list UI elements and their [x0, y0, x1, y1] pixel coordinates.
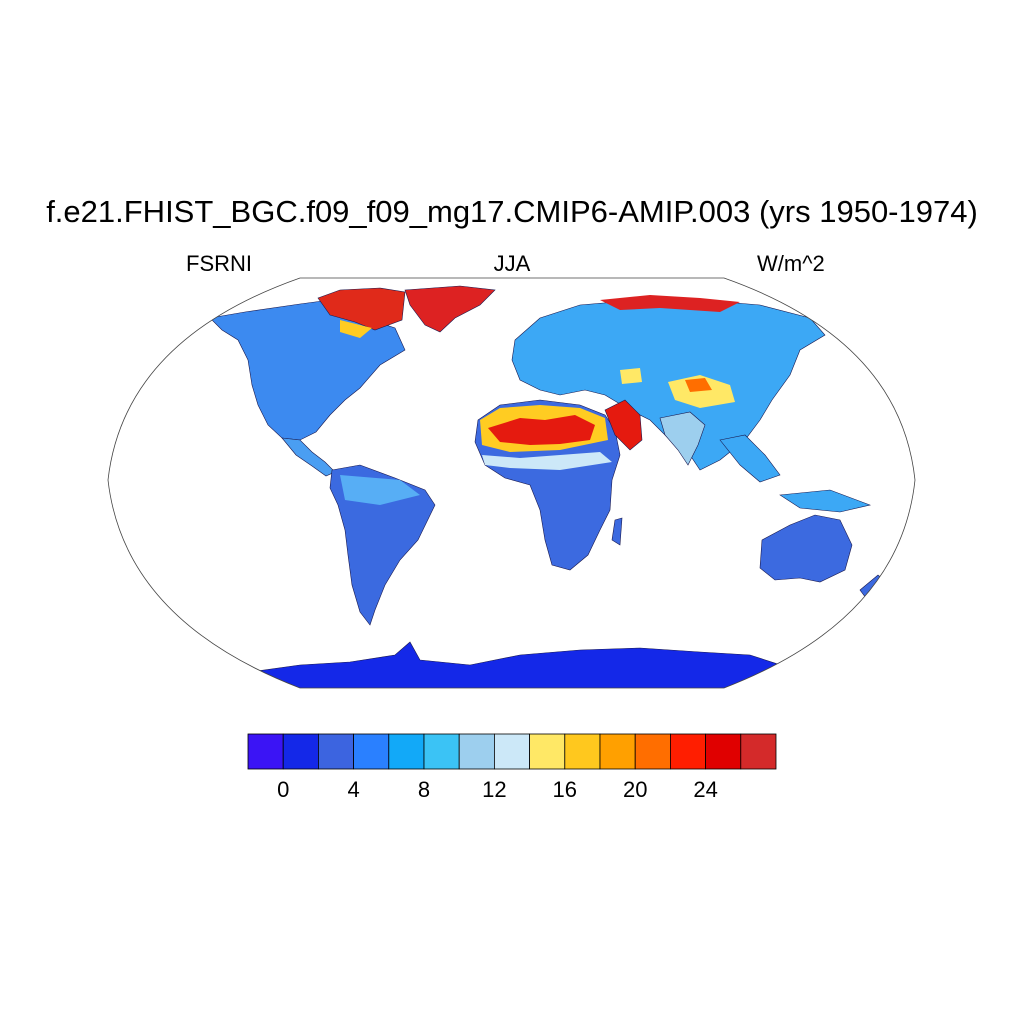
- colorbar-box: [423, 733, 460, 770]
- colorbar-box: [388, 733, 425, 770]
- plot-title: f.e21.FHIST_BGC.f09_f09_mg17.CMIP6-AMIP.…: [46, 194, 978, 229]
- colorbar-box: [247, 733, 284, 770]
- colorbar-box: [634, 733, 671, 770]
- colorbar-tick-label: 16: [553, 777, 577, 802]
- colorbar-box: [705, 733, 742, 770]
- land-australia: [759, 514, 853, 583]
- land-india: [659, 411, 706, 466]
- land-canadian-arctic: [317, 287, 406, 331]
- colorbar-box: [493, 733, 530, 770]
- colorbar-tick-label: 24: [693, 777, 717, 802]
- land-tibet: [668, 375, 735, 408]
- colorbar-tick-label: 0: [277, 777, 289, 802]
- map-border: [107, 277, 916, 689]
- colorbar-box: [564, 733, 601, 770]
- land-se-asia: [719, 434, 781, 483]
- colorbar-box: [317, 733, 354, 770]
- units-label: W/m^2: [757, 251, 825, 276]
- colorbar-box: [529, 733, 566, 770]
- land-arabia: [604, 399, 643, 451]
- land-greenland: [404, 285, 496, 333]
- colorbar-box: [670, 733, 707, 770]
- season-label: JJA: [493, 251, 531, 276]
- colorbar-tick-label: 8: [418, 777, 430, 802]
- colorbar-box: [282, 733, 319, 770]
- colorbar-tick-label: 12: [482, 777, 506, 802]
- colorbar-box: [353, 733, 390, 770]
- colorbar-tick-label: 4: [347, 777, 359, 802]
- colorbar-box: [740, 733, 777, 770]
- colorbar-box: [599, 733, 636, 770]
- variable-label: FSRNI: [186, 251, 252, 276]
- land-south-america: [329, 464, 436, 626]
- colorbar-tick-label: 20: [623, 777, 647, 802]
- colorbar-box: [458, 733, 495, 770]
